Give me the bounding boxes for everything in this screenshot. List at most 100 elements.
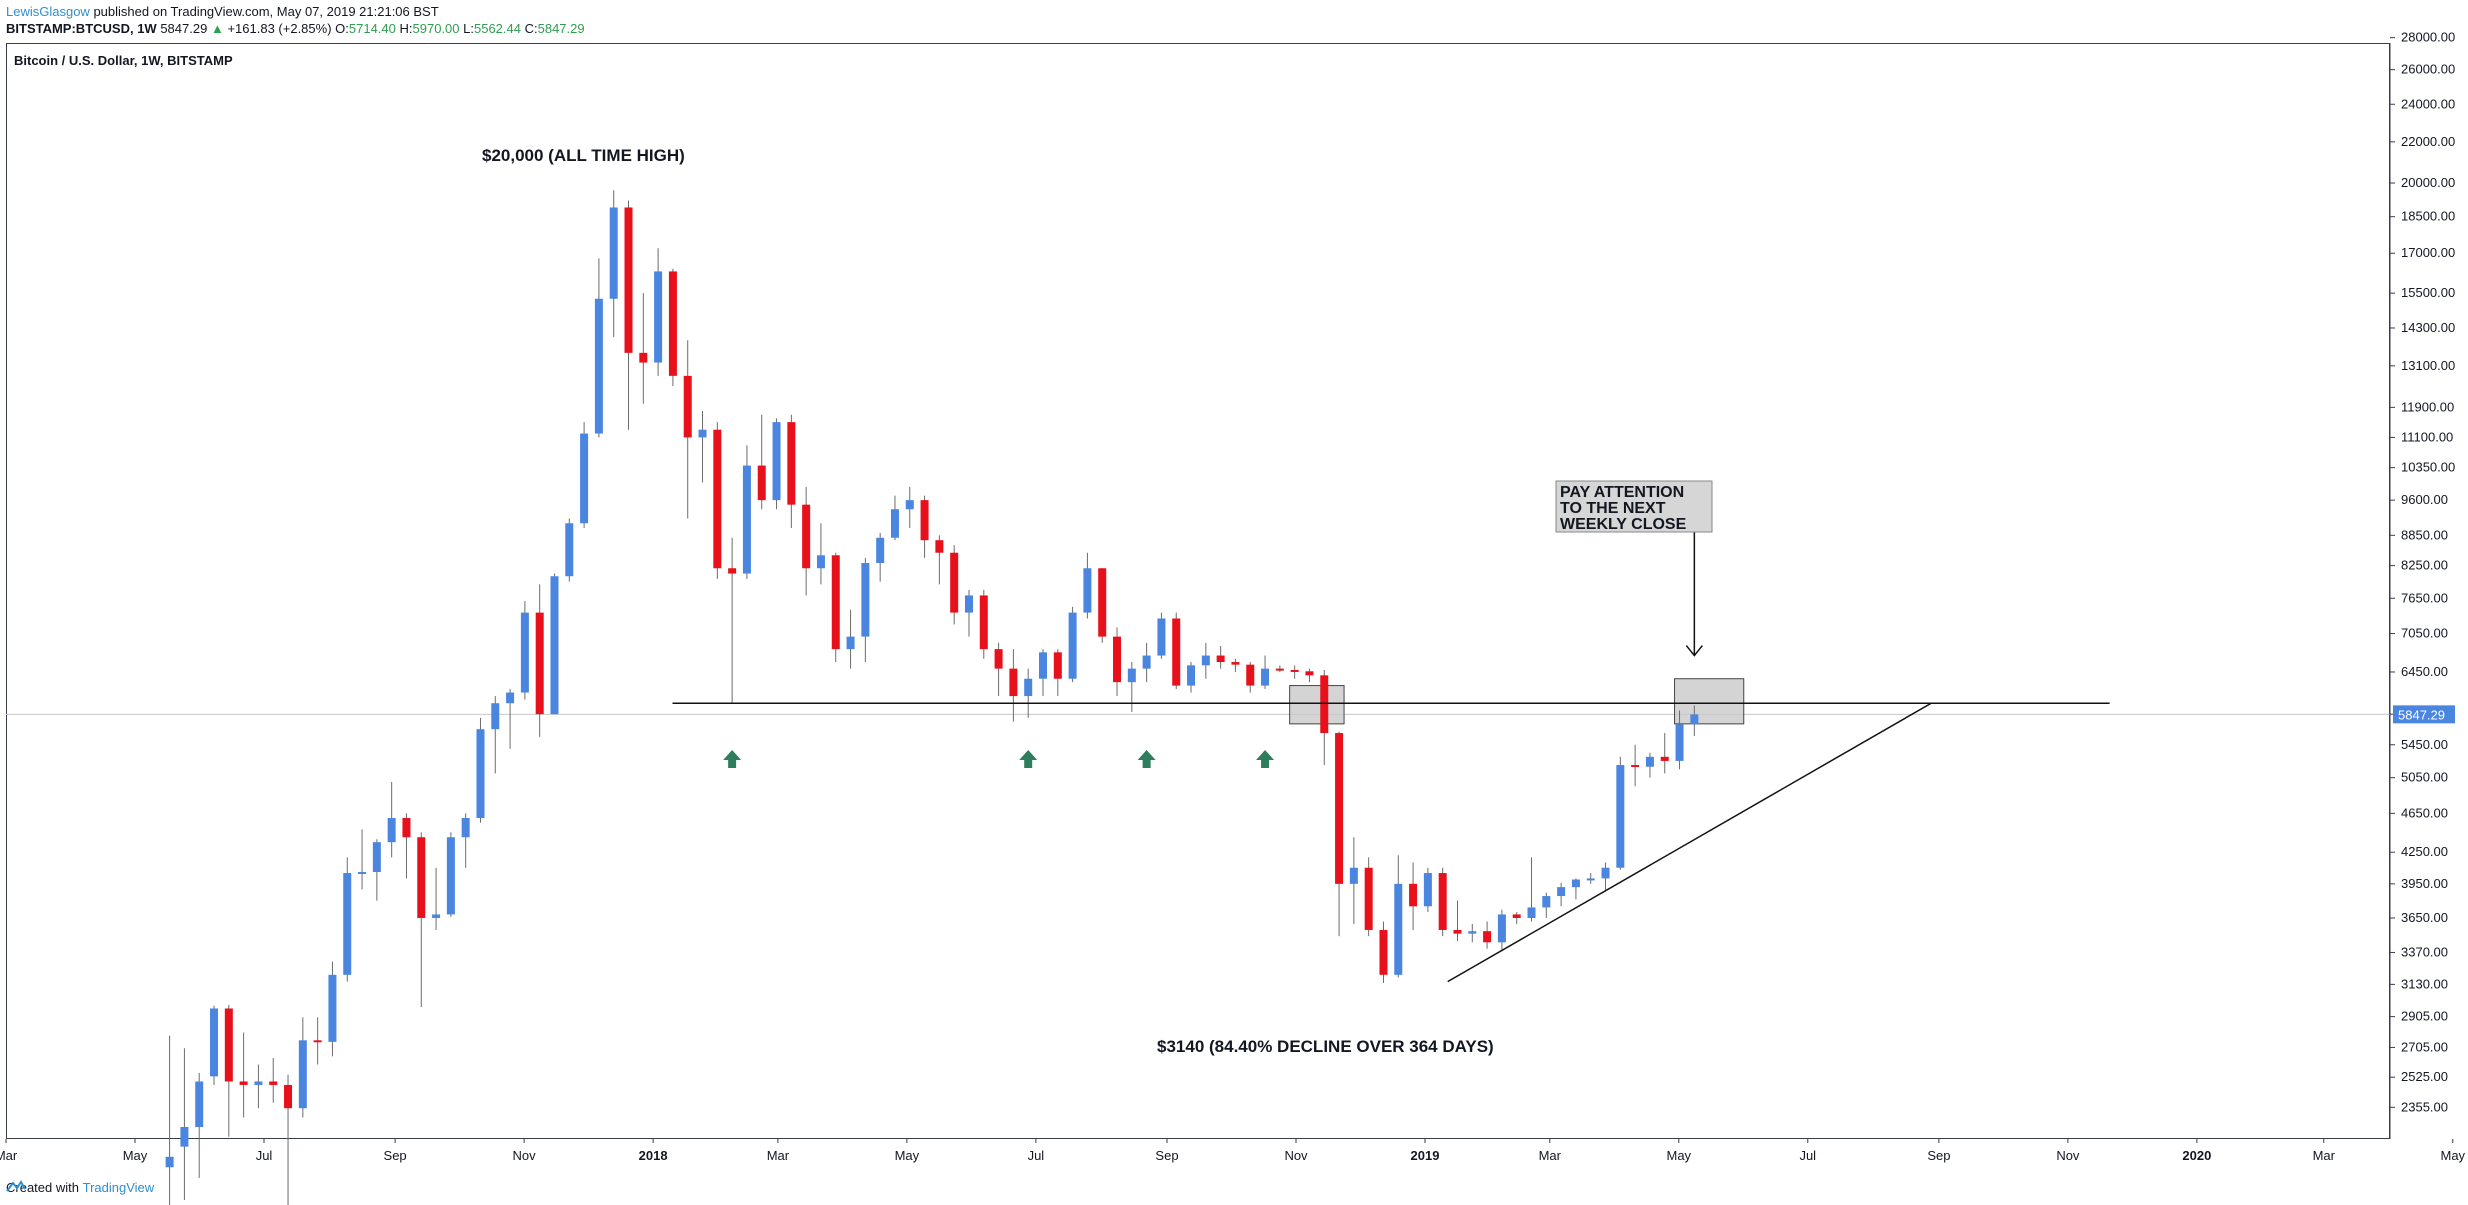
candle-up: [846, 636, 855, 650]
candle-down: [1453, 929, 1462, 934]
candle-down: [1172, 618, 1181, 686]
weekly-close-note-line: TO THE NEXT: [1560, 500, 1666, 517]
candle-up: [1187, 665, 1196, 686]
candle-down: [668, 271, 677, 376]
up-arrow-icon: ▲: [210, 21, 224, 36]
candle-up: [1601, 867, 1610, 879]
x-tick-label: May: [123, 1148, 148, 1163]
candle-up: [1024, 678, 1033, 697]
last-price: 5847.29: [160, 21, 208, 36]
support-up-arrow-icon: [1256, 750, 1275, 768]
candle-up: [905, 500, 914, 510]
x-tick-label: Jul: [256, 1148, 273, 1163]
candle-down: [1246, 664, 1255, 686]
current-price-tag-bg: [2393, 705, 2455, 724]
candle-up: [876, 537, 885, 564]
candle-up: [491, 703, 500, 730]
x-tick-label: Jul: [1028, 1148, 1045, 1163]
y-tick-label: 2705.00: [2401, 1039, 2448, 1054]
down-arrow-icon: [1685, 645, 1703, 657]
y-tick-label: 6450.00: [2401, 664, 2448, 679]
candle-up: [343, 873, 352, 975]
high-value: 5970.00: [412, 21, 460, 36]
published-text: published on TradingView.com, May 07, 20…: [93, 4, 439, 19]
close-value: 5847.29: [537, 21, 585, 36]
x-tick-label: Mar: [1539, 1148, 1562, 1163]
candle-up: [1571, 879, 1580, 888]
candle-up: [358, 871, 367, 874]
candle-down: [417, 837, 426, 918]
y-tick-label: 11900.00: [2401, 399, 2454, 414]
x-axis: Mar May Jul Sep Nov 2018 Mar May Jul Sep Nov 2019 Ma…: [0, 1139, 2466, 1163]
candle-down: [269, 1081, 278, 1085]
candle-up: [210, 1008, 219, 1077]
candle-up: [1616, 765, 1625, 868]
price-change: +161.83 (+2.85%): [227, 21, 332, 36]
candle-down: [1053, 652, 1062, 679]
candle-down: [239, 1081, 248, 1085]
x-tick-label: May: [895, 1148, 920, 1163]
y-tick-label: 17000.00: [2401, 245, 2455, 260]
support-up-arrow-icon: [723, 750, 742, 768]
close-label: C:: [524, 21, 538, 36]
candle-up: [816, 555, 825, 569]
candle-down: [1335, 733, 1344, 884]
y-tick-label: 15500.00: [2401, 285, 2455, 300]
x-tick-label: Mar: [2313, 1148, 2336, 1163]
low-annotation: $3140 (84.40% DECLINE OVER 364 DAYS): [1157, 1037, 1494, 1056]
candle-up: [1675, 724, 1684, 761]
candle-up: [594, 298, 603, 434]
publish-info: LewisGlasgow published on TradingView.co…: [6, 4, 439, 19]
candle-up: [1201, 655, 1210, 666]
x-tick-label: Jul: [1799, 1148, 1816, 1163]
created-with-text: Created with: [6, 1180, 79, 1195]
candle-up: [654, 271, 663, 363]
candle-down: [713, 429, 722, 569]
x-tick-label: Mar: [767, 1148, 790, 1163]
candle-up: [565, 523, 574, 577]
y-tick-label: 3650.00: [2401, 910, 2448, 925]
candle-up: [476, 729, 485, 819]
y-tick-label: 2355.00: [2401, 1099, 2448, 1114]
y-tick-label: 3950.00: [2401, 876, 2448, 891]
x-tick-label: May: [2440, 1148, 2465, 1163]
candle-up: [1690, 714, 1699, 725]
candle-up: [328, 974, 337, 1042]
candle-up: [1142, 655, 1151, 669]
candle-down: [950, 552, 959, 613]
candle-up: [180, 1127, 189, 1147]
candle-up: [1542, 896, 1551, 908]
tradingview-brand-link[interactable]: TradingView: [82, 1180, 155, 1195]
weekly-close-note-line: WEEKLY CLOSE: [1560, 516, 1687, 533]
candle-up: [165, 1156, 174, 1168]
symbol-name: BITSTAMP:BTCUSD, 1W: [6, 21, 157, 36]
candle-up: [446, 837, 455, 915]
x-tick-label: Nov: [1284, 1148, 1308, 1163]
chart-title: Bitcoin / U.S. Dollar, 1W, BITSTAMP: [14, 53, 233, 68]
candle-up: [890, 509, 899, 538]
candle-down: [1305, 671, 1314, 676]
y-tick-label: 8250.00: [2401, 558, 2448, 573]
candle-up: [609, 207, 618, 299]
support-up-arrow-icon: [1019, 750, 1038, 768]
candle-up: [1157, 618, 1166, 656]
low-label: L:: [463, 21, 474, 36]
candle-down: [1379, 929, 1388, 975]
candle-up: [1557, 887, 1566, 897]
low-value: 5562.44: [473, 21, 521, 36]
x-tick-label: Sep: [384, 1148, 407, 1163]
y-tick-label: 5050.00: [2401, 770, 2448, 785]
author-link[interactable]: LewisGlasgow: [6, 4, 90, 19]
y-tick-label: 5450.00: [2401, 737, 2448, 752]
x-tick-label: Nov: [2056, 1148, 2080, 1163]
y-tick-label: 8850.00: [2401, 527, 2448, 542]
zone-box-2: [1674, 678, 1745, 725]
candle-up: [372, 842, 381, 872]
candle-up: [1083, 568, 1092, 613]
y-tick-label: 14300.00: [2401, 320, 2455, 335]
candle-up: [1645, 756, 1654, 767]
candle-down: [1231, 662, 1240, 665]
candle-up: [1527, 907, 1536, 918]
